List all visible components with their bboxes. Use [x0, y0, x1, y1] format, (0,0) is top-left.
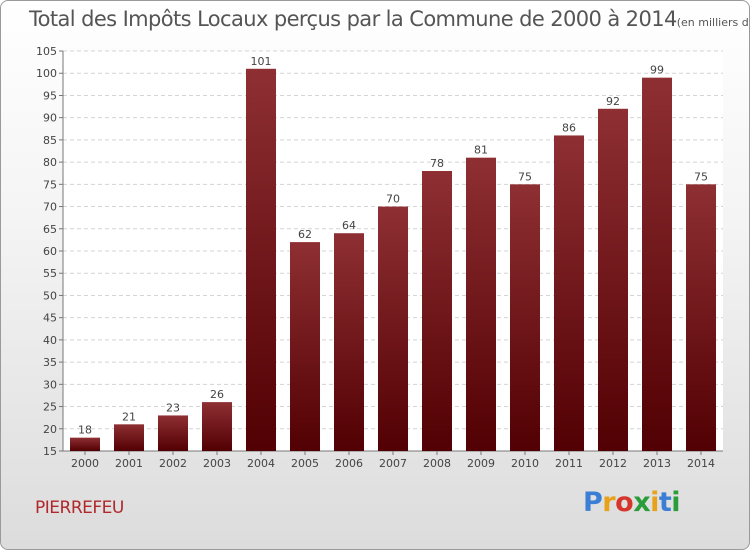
- y-tick-label: 40: [43, 334, 57, 347]
- bar: [378, 206, 408, 451]
- title-text: Total des Impôts Locaux perçus par la Co…: [29, 7, 677, 31]
- y-tick-label: 30: [43, 378, 57, 391]
- bar-value-label: 78: [430, 157, 444, 170]
- x-tick-label: 2009: [467, 457, 495, 470]
- logo-letter: r: [602, 487, 616, 518]
- bar: [510, 184, 540, 452]
- y-tick-label: 75: [43, 178, 57, 191]
- x-tick-label: 2001: [115, 457, 143, 470]
- bar-value-label: 21: [122, 410, 136, 423]
- y-tick-label: 70: [43, 201, 57, 214]
- y-tick-label: 15: [43, 445, 57, 458]
- x-tick-label: 2005: [291, 457, 319, 470]
- x-tick-label: 2000: [71, 457, 99, 470]
- y-tick-label: 90: [43, 112, 57, 125]
- y-tick-label: 95: [43, 89, 57, 102]
- x-tick-label: 2003: [203, 457, 231, 470]
- x-tick-label: 2014: [687, 457, 715, 470]
- bar-value-label: 62: [298, 228, 312, 241]
- y-tick-label: 20: [43, 423, 57, 436]
- logo-letter: i: [671, 487, 681, 518]
- bar: [554, 135, 584, 451]
- bar: [70, 437, 100, 451]
- bar-value-label: 75: [694, 170, 708, 183]
- unit-note: (en milliers d'€): [676, 16, 749, 29]
- y-tick-label: 85: [43, 134, 57, 147]
- bar: [686, 184, 716, 452]
- y-tick-label: 50: [43, 289, 57, 302]
- x-tick-label: 2011: [555, 457, 583, 470]
- bar: [290, 242, 320, 451]
- bar-value-label: 86: [562, 121, 576, 134]
- logo-letter: t: [658, 487, 672, 518]
- bar: [246, 68, 276, 452]
- y-tick-label: 65: [43, 223, 57, 236]
- bar-value-label: 64: [342, 219, 356, 232]
- x-tick-label: 2006: [335, 457, 363, 470]
- bar: [202, 402, 232, 451]
- bar: [598, 108, 628, 452]
- y-tick-label: 35: [43, 356, 57, 369]
- bar-value-label: 99: [650, 64, 664, 77]
- chart-title: Total des Impôts Locaux perçus par la Co…: [29, 7, 749, 31]
- y-tick-label: 100: [36, 67, 57, 80]
- y-tick-label: 80: [43, 156, 57, 169]
- bar-value-label: 92: [606, 95, 620, 108]
- bar: [334, 233, 364, 451]
- logo-letter: o: [615, 487, 634, 518]
- bar-value-label: 23: [166, 401, 180, 414]
- bar: [642, 77, 672, 452]
- logo-letter: i: [650, 487, 659, 518]
- bar-value-label: 18: [78, 424, 92, 437]
- y-tick-label: 105: [36, 45, 57, 58]
- bar-value-label: 75: [518, 170, 532, 183]
- x-tick-label: 2007: [379, 457, 407, 470]
- bar-value-label: 70: [386, 193, 400, 206]
- y-tick-label: 60: [43, 245, 57, 258]
- x-tick-label: 2002: [159, 457, 187, 470]
- bar: [158, 415, 188, 451]
- bar-value-label: 26: [210, 388, 224, 401]
- bar: [114, 424, 144, 451]
- y-tick-label: 45: [43, 312, 57, 325]
- x-tick-label: 2013: [643, 457, 671, 470]
- bar-value-label: 81: [474, 144, 488, 157]
- logo-letter: x: [633, 487, 651, 518]
- x-tick-label: 2008: [423, 457, 451, 470]
- commune-name: PIERREFEU: [35, 498, 124, 518]
- y-tick-label: 55: [43, 267, 57, 280]
- proxiti-logo: Proxiti: [583, 487, 681, 518]
- x-tick-label: 2010: [511, 457, 539, 470]
- bar-value-label: 101: [251, 55, 272, 68]
- logo-letter: P: [583, 487, 603, 518]
- x-tick-label: 2012: [599, 457, 627, 470]
- bar: [422, 171, 452, 451]
- bar: [466, 157, 496, 451]
- x-tick-label: 2004: [247, 457, 275, 470]
- y-tick-label: 25: [43, 401, 57, 414]
